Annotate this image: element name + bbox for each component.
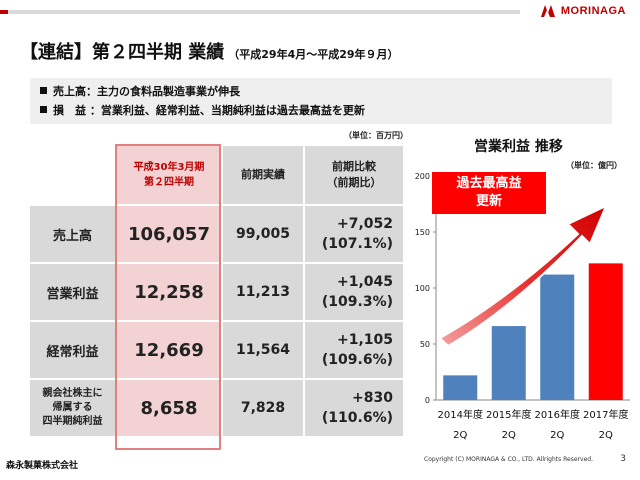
footer-company: 森永製菓株式会社 — [6, 461, 79, 471]
table-row: 経常利益 12,669 11,564 +1,105 (109.6%) — [28, 320, 405, 380]
current-value: 106,057 — [115, 204, 223, 264]
table-unit-label: （単位：百万円） — [344, 131, 408, 140]
header-current-period: 平成30年3月期 第２四半期 — [115, 144, 223, 206]
y-tick-label: 50 — [420, 340, 430, 349]
chart-unit-label: （単位：億円） — [566, 161, 622, 170]
page-number: 3 — [620, 454, 626, 464]
x-tick-label: 2017年度 — [583, 408, 628, 421]
operating-profit-chart: 0 50 100 150 200 2014年度 2Q 2015年度 2Q 2016年度 2Q 2017… — [415, 172, 630, 441]
x-tick-label: 2014年度 — [438, 408, 483, 421]
table-header-blank — [28, 144, 117, 206]
summary-bullet: 損 益 ：営業利益、経常利益、当期純利益は過去最高益を更新 — [40, 101, 602, 120]
footer-copyright: Copyright (C) MORINAGA & CO., LTD. Allri… — [424, 456, 593, 463]
row-label: 親会社株主に 帰属する 四半期純利益 — [28, 378, 117, 438]
bar — [540, 274, 575, 400]
compare-value: +1,105 (109.6%) — [303, 320, 405, 380]
table-header-row: 平成30年3月期 第２四半期 前期実績 前期比較 （前期比） — [28, 144, 405, 206]
bar — [443, 375, 478, 400]
current-value: 12,258 — [115, 262, 223, 322]
compare-value: +830 (110.6%) — [303, 378, 405, 438]
x-tick-label: 2Q — [502, 430, 516, 441]
table-row: 営業利益 12,258 11,213 +1,045 (109.3%) — [28, 262, 405, 322]
trend-arrow — [438, 203, 608, 348]
y-tick-label: 100 — [415, 284, 430, 293]
y-tick-label: 0 — [425, 396, 430, 405]
summary-bullet: 売上高：主力の食料品製造事業が伸長 — [40, 82, 602, 101]
current-value: 12,669 — [115, 320, 223, 380]
current-value: 8,658 — [115, 378, 223, 438]
previous-value: 11,564 — [221, 320, 305, 380]
table-row: 売上高 106,057 99,005 +7,052 (107.1%) — [28, 204, 405, 264]
row-label: 経常利益 — [28, 320, 117, 380]
bar — [588, 263, 623, 400]
x-tick-label: 2Q — [453, 430, 467, 441]
page-title-main: 【連結】第２四半期 業績 — [20, 42, 225, 63]
record-profit-banner: 過去最高益 更新 — [432, 172, 546, 214]
morinaga-angel-icon — [540, 5, 555, 17]
previous-value: 99,005 — [221, 204, 305, 264]
bullet-square-icon — [40, 106, 47, 113]
row-label: 営業利益 — [28, 262, 117, 322]
chart-title: 営業利益 推移 — [474, 139, 563, 155]
compare-value: +1,045 (109.3%) — [303, 262, 405, 322]
bullet-square-icon — [40, 87, 47, 94]
page-title-period: （平成29年4月～平成29年９月） — [228, 48, 399, 61]
compare-value: +7,052 (107.1%) — [303, 204, 405, 264]
row-label: 売上高 — [28, 204, 117, 264]
header-accent — [0, 10, 8, 14]
previous-value: 11,213 — [221, 262, 305, 322]
header-compare: 前期比較 （前期比） — [303, 144, 405, 206]
bar — [491, 326, 526, 400]
previous-value: 7,828 — [221, 378, 305, 438]
header-divider — [0, 10, 520, 14]
results-table: 平成30年3月期 第２四半期 前期実績 前期比較 （前期比） 売上高 106,057… — [28, 144, 405, 438]
x-tick-label: 2Q — [550, 430, 564, 441]
table-row: 親会社株主に 帰属する 四半期純利益 8,658 7,828 +830 (110.6%… — [28, 378, 405, 438]
y-tick-label: 200 — [415, 172, 430, 181]
company-logo: MORINAGA — [540, 4, 626, 18]
page-title: 【連結】第２四半期 業績 （平成29年4月～平成29年９月） — [20, 38, 399, 64]
summary-box: 売上高：主力の食料品製造事業が伸長 損 益 ：営業利益、経常利益、当期純利益は過… — [30, 78, 612, 124]
x-tick-label: 2Q — [599, 430, 613, 441]
x-tick-label: 2015年度 — [486, 408, 531, 421]
banner-text: 過去最高益 更新 — [456, 176, 522, 209]
y-tick-label: 150 — [415, 228, 430, 237]
header-previous: 前期実績 — [221, 144, 305, 206]
x-tick-label: 2016年度 — [535, 408, 580, 421]
logo-text: MORINAGA — [560, 5, 626, 17]
